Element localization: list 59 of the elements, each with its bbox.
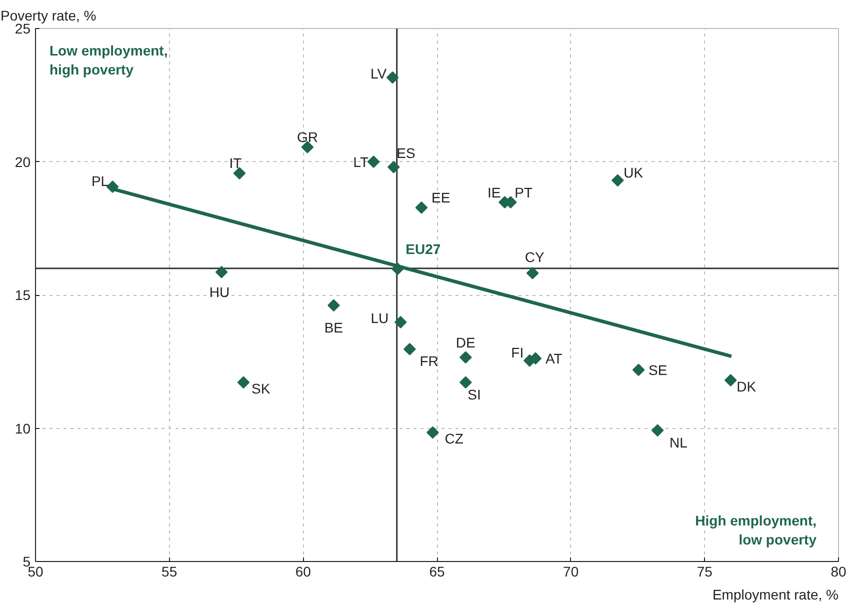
annotation: AT bbox=[546, 350, 563, 366]
annotation: BE bbox=[324, 319, 344, 336]
point bbox=[106, 180, 119, 193]
point bbox=[387, 160, 400, 174]
point bbox=[391, 262, 404, 276]
y-tick-label: 20 bbox=[14, 154, 31, 170]
point bbox=[233, 167, 246, 180]
annotation: FR bbox=[420, 353, 438, 370]
x-tick-label: 75 bbox=[696, 564, 713, 580]
annotation: SI bbox=[468, 386, 481, 402]
annotation: EU27 bbox=[406, 240, 441, 257]
point bbox=[651, 424, 664, 437]
point bbox=[237, 376, 250, 389]
point bbox=[459, 351, 472, 364]
annotation: SE bbox=[648, 362, 668, 378]
point bbox=[459, 376, 472, 389]
x-tick-label: 65 bbox=[429, 564, 445, 580]
annotation: FI bbox=[511, 344, 524, 361]
annotation: LT bbox=[353, 154, 370, 170]
annotation: NL bbox=[670, 434, 688, 450]
point bbox=[367, 156, 380, 168]
annotation: IE bbox=[487, 184, 501, 200]
annotation: CZ bbox=[444, 430, 464, 447]
point bbox=[215, 266, 228, 278]
x-tick-label: 60 bbox=[295, 564, 312, 580]
point bbox=[612, 174, 624, 187]
point bbox=[386, 71, 399, 84]
annotation: SK bbox=[251, 380, 271, 396]
point bbox=[632, 364, 645, 376]
annotation: HU bbox=[209, 284, 230, 300]
annotation: Low employment, high poverty bbox=[50, 42, 168, 78]
point bbox=[724, 374, 737, 386]
point bbox=[426, 426, 439, 439]
annotation: LU bbox=[370, 310, 389, 326]
y-axis-title: Poverty rate, % bbox=[0, 8, 96, 24]
point bbox=[404, 342, 416, 356]
annotation: PT bbox=[514, 184, 533, 200]
x-tick-label: 80 bbox=[830, 564, 846, 580]
annotation: CY bbox=[524, 249, 545, 266]
annotation: GR bbox=[296, 129, 318, 146]
annotation: EE bbox=[431, 190, 450, 206]
annotation: ES bbox=[396, 145, 416, 162]
annotation: IT bbox=[229, 155, 242, 172]
point bbox=[415, 201, 428, 214]
annotation: LV bbox=[370, 66, 388, 82]
x-axis-title: Employment rate, % bbox=[712, 586, 839, 602]
annotation: PL bbox=[91, 172, 109, 189]
annotation: High employment, low poverty bbox=[695, 512, 817, 548]
x-tick-label: 70 bbox=[563, 564, 579, 580]
y-tick-label: 25 bbox=[14, 20, 31, 36]
y-tick-label: 10 bbox=[14, 420, 31, 436]
annotation: DE bbox=[456, 334, 476, 350]
point bbox=[394, 316, 407, 328]
annotation: DK bbox=[736, 378, 757, 394]
x-tick-label: 55 bbox=[162, 564, 178, 580]
y-tick-label: 15 bbox=[14, 287, 31, 303]
point bbox=[328, 299, 340, 312]
annotation: UK bbox=[624, 164, 644, 180]
point bbox=[526, 266, 539, 280]
